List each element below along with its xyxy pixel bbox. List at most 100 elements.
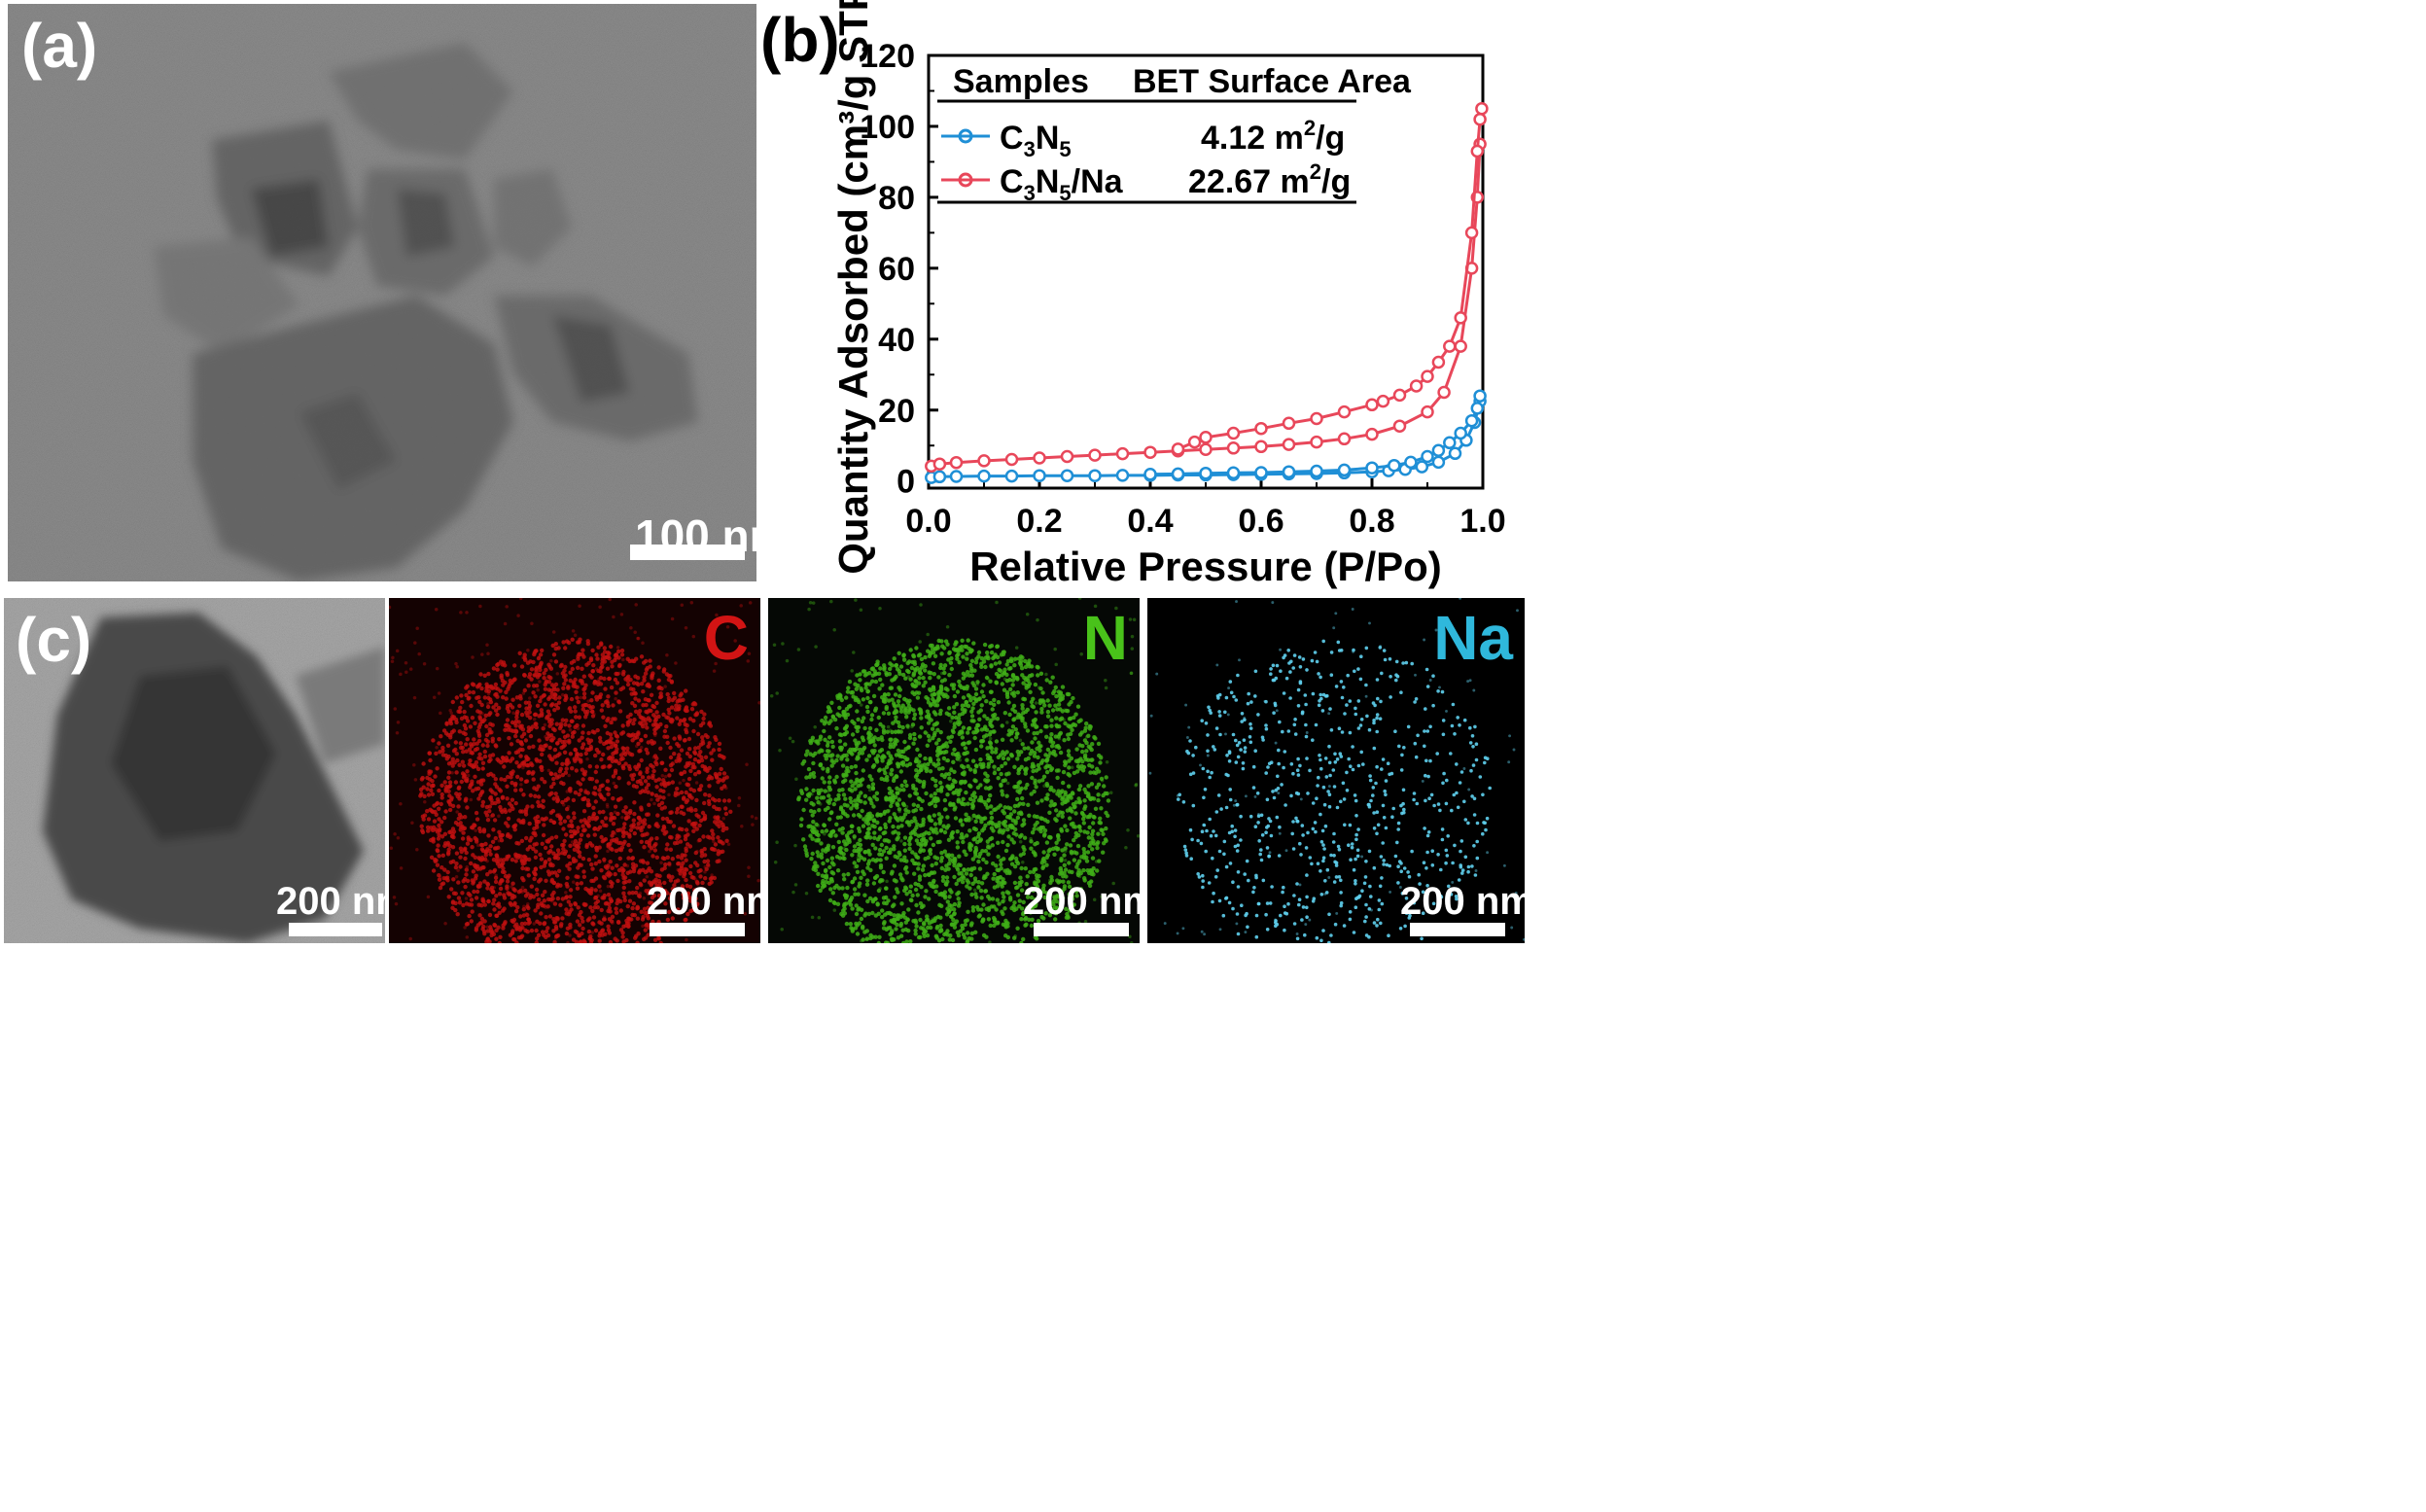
table-header-samples: Samples	[953, 63, 1089, 100]
data-point-c3n5-na-adsorption	[1254, 440, 1268, 454]
scale-bar-label-c-nitrogen: 200 nm	[1023, 880, 1140, 923]
data-point-c3n5-na-desorption	[1421, 369, 1434, 383]
x-tick-label: 0.8	[1349, 503, 1394, 540]
x-axis-label: Relative Pressure (P/Po)	[969, 544, 1442, 589]
y-tick-label: 20	[878, 393, 915, 430]
bet-value-c3n5: 4.12 m2/g	[1201, 116, 1345, 157]
data-point-c3n5-na-desorption	[1254, 421, 1268, 436]
data-point-c3n5-adsorption	[1060, 469, 1074, 482]
data-point-c3n5-desorption	[1473, 389, 1487, 403]
panel-c-tile-carbon-map: C 200 nm	[389, 598, 760, 943]
panel-b-chart: (b) 0.0 0.2 0.4 0.6 0.8 1.0 0 20 40 60 80 100 120 Sa…	[758, 0, 2426, 593]
bet-table: Samples BET Surface Area C3N5 4.12 m2/g …	[937, 63, 1412, 205]
data-point-c3n5-desorption	[1254, 466, 1268, 479]
data-point-c3n5-na-desorption	[1409, 379, 1424, 393]
data-point-c3n5-na-desorption	[1392, 388, 1407, 403]
data-point-c3n5-na-desorption	[1376, 394, 1390, 408]
data-point-c3n5-na-adsorption	[1365, 427, 1379, 441]
data-point-c3n5-na-adsorption	[1392, 419, 1407, 433]
y-tick-label: 120	[860, 38, 915, 75]
scale-bar-label-c-tem: 200 nm	[276, 880, 385, 923]
data-point-c3n5-na-desorption	[1443, 339, 1457, 353]
element-label-carbon: C	[703, 603, 749, 673]
scale-bar-label-c-sodium: 200 nm	[1400, 880, 1525, 923]
eds-map-nitrogen	[769, 598, 1140, 943]
legend-marker-c3n5-na	[958, 172, 973, 188]
data-point-c3n5-na-adsorption	[1199, 442, 1213, 456]
y-tick-label: 100	[860, 109, 915, 146]
eds-map-carbon	[389, 598, 760, 943]
data-point-c3n5-adsorption	[977, 469, 991, 483]
scale-bar-a	[630, 545, 745, 560]
data-point-c3n5-adsorption	[1115, 469, 1130, 482]
data-point-c3n5-desorption	[1421, 449, 1434, 464]
element-label-sodium: Na	[1433, 603, 1513, 673]
scale-bar-c-sodium	[1410, 923, 1505, 936]
data-point-c3n5-desorption	[1470, 402, 1485, 415]
data-point-c3n5-na-desorption	[1337, 404, 1352, 419]
panel-c-tile-nitrogen-map: N 200 nm	[768, 598, 1140, 943]
data-point-c3n5-na-adsorption	[1004, 452, 1019, 467]
y-tick-label: 80	[878, 180, 915, 217]
y-axis-label: Quantity Adsorbed (cm³/g STP)	[830, 0, 876, 575]
data-point-c3n5-desorption	[1464, 413, 1479, 428]
data-point-c3n5-na-desorption	[1464, 226, 1479, 240]
legend-label-c3n5: C3N5	[1000, 120, 1072, 161]
scale-bar-c-tem	[289, 923, 382, 936]
data-point-c3n5-na-adsorption	[1143, 445, 1157, 459]
data-point-c3n5-na-adsorption	[1226, 441, 1241, 455]
x-tick-label: 0.0	[905, 503, 951, 540]
data-point-c3n5-na-desorption	[1365, 398, 1379, 412]
data-point-c3n5-desorption	[1388, 458, 1401, 473]
y-tick-label: 0	[897, 464, 915, 501]
data-point-c3n5-na-adsorption	[1060, 449, 1074, 464]
data-point-c3n5-desorption	[1454, 426, 1467, 440]
panel-letter-c: (c)	[16, 605, 92, 675]
data-point-c3n5-desorption	[1404, 455, 1418, 470]
data-point-c3n5-adsorption	[1033, 469, 1046, 482]
data-point-c3n5-na-adsorption	[932, 457, 947, 471]
tem-micrograph-a	[8, 4, 756, 581]
data-point-c3n5-desorption	[1310, 464, 1323, 478]
table-header-bet: BET Surface Area	[1133, 63, 1412, 100]
eds-map-sodium	[1148, 598, 1525, 943]
data-point-c3n5-na-adsorption	[1437, 385, 1451, 400]
bet-isotherm-chart: 0.0 0.2 0.4 0.6 0.8 1.0 0 20 40 60 80 100 120 Sample…	[830, 0, 1506, 589]
data-point-c3n5-na-desorption	[1470, 144, 1485, 158]
panel-c-tile-tem: (c) 200 nm	[4, 598, 385, 943]
data-point-c3n5-na-desorption	[1473, 112, 1487, 126]
y-tick-label: 40	[878, 322, 915, 359]
x-tick-label: 1.0	[1459, 503, 1505, 540]
scale-bar-c-carbon	[650, 923, 745, 936]
data-point-c3n5-na-desorption	[1310, 411, 1323, 426]
data-point-c3n5-adsorption	[932, 470, 947, 484]
data-point-c3n5-na-adsorption	[1088, 448, 1102, 462]
data-point-c3n5-na-adsorption	[949, 455, 964, 470]
data-point-c3n5-na-desorption	[1431, 355, 1446, 369]
data-point-c3n5-adsorption	[949, 470, 964, 483]
panel-letter-a: (a)	[21, 11, 98, 81]
element-label-nitrogen: N	[1082, 603, 1128, 673]
data-point-c3n5-desorption	[1337, 463, 1352, 477]
data-point-c3n5-na-adsorption	[1454, 339, 1467, 353]
data-point-c3n5-na-adsorption	[1337, 432, 1352, 446]
data-point-c3n5-na-adsorption	[977, 454, 991, 468]
data-point-c3n5-desorption	[1282, 465, 1296, 478]
scale-bar-c-nitrogen	[1034, 923, 1129, 936]
panel-a-tem-image: (a) 100 nm	[8, 4, 756, 581]
panel-c-tile-sodium-map: Na 200 nm	[1147, 598, 1525, 943]
y-tick-label: 60	[878, 251, 915, 288]
scale-bar-label-c-carbon: 200 nm	[647, 880, 760, 923]
x-tick-label: 0.4	[1127, 503, 1173, 540]
legend-marker-c3n5	[958, 128, 973, 144]
data-point-c3n5-na-desorption	[1171, 442, 1185, 456]
x-tick-label: 0.6	[1238, 503, 1283, 540]
data-point-c3n5-na-desorption	[1475, 101, 1489, 116]
data-point-c3n5-desorption	[1365, 461, 1379, 475]
data-point-c3n5-na-adsorption	[1310, 435, 1323, 449]
data-point-c3n5-desorption	[1226, 466, 1241, 480]
data-point-c3n5-na-adsorption	[1033, 451, 1046, 465]
data-point-c3n5-desorption	[1199, 466, 1213, 480]
data-point-c3n5-desorption	[1443, 436, 1457, 450]
legend-label-c3n5-na: C3N5/Na	[1000, 163, 1124, 205]
